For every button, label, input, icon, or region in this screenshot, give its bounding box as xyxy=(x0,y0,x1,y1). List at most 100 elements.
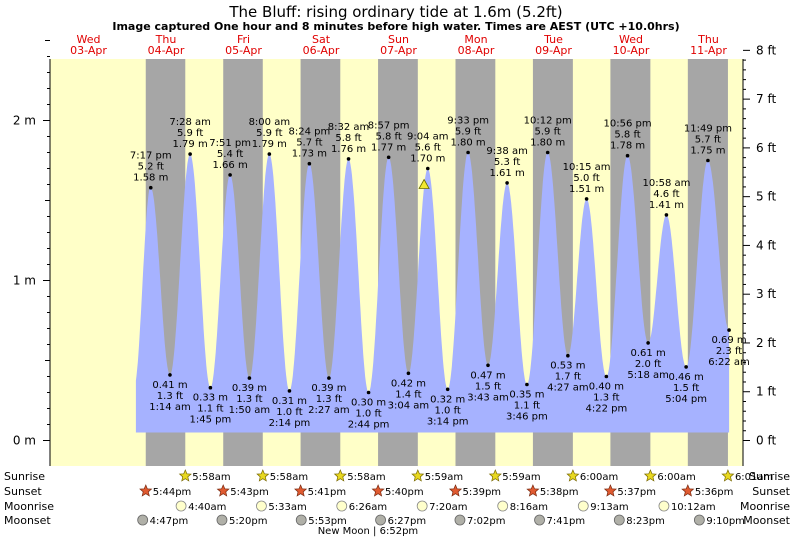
chart-subtitle: Image captured One hour and 8 minutes be… xyxy=(112,20,679,33)
sunrise-icon xyxy=(721,469,735,482)
right-axis: 0 ft 1 ft 2 ft 3 ft 4 ft 5 ft 6 ft 7 ft 8 ft xyxy=(742,43,776,466)
tide-metre-label: 1.76 m xyxy=(331,144,366,155)
tide-metre-label: 0.39 m xyxy=(232,383,267,394)
tide-point xyxy=(425,166,430,171)
tide-point xyxy=(706,158,710,163)
astro-row-label-right: Moonrise xyxy=(740,500,790,513)
right-axis-label: 5 ft xyxy=(756,190,776,204)
day-name-label: Wed xyxy=(619,33,643,46)
day-name-label: Sun xyxy=(388,33,409,46)
right-axis-label: 2 ft xyxy=(756,336,776,350)
tide-metre-label: 1.58 m xyxy=(133,173,168,184)
tide-feet-label: 1.3 ft xyxy=(316,394,342,405)
tide-feet-label: 5.8 ft xyxy=(614,130,640,141)
tide-feet-label: 5.8 ft xyxy=(375,131,401,142)
tide-metre-label: 0.35 m xyxy=(509,390,544,401)
tide-metre-label: 0.42 m xyxy=(391,378,426,389)
moonrise-icon xyxy=(416,500,428,512)
tide-markers xyxy=(148,150,731,395)
tide-metre-label: 0.69 m xyxy=(711,335,746,346)
tide-feet-label: 5.6 ft xyxy=(415,143,441,154)
moonset-icon xyxy=(534,514,545,526)
tide-point xyxy=(466,150,470,155)
sunrise-time: 6:00am xyxy=(657,472,695,483)
sunrise-time: 5:58am xyxy=(347,472,385,483)
current-level-marker xyxy=(418,178,430,189)
day-date-label: 03-Apr xyxy=(70,44,107,57)
sunset-time: 5:39pm xyxy=(462,487,501,498)
tide-time-label: 7:17 pm xyxy=(130,151,172,162)
tide-metre-label: 1.66 m xyxy=(213,160,248,171)
tide-feet-label: 1.5 ft xyxy=(673,383,699,394)
tide-point xyxy=(684,365,688,369)
tide-time-label: 2:44 pm xyxy=(348,420,390,431)
tide-metre-label: 1.51 m xyxy=(569,184,604,195)
moonrise-time: 7:20am xyxy=(429,502,467,513)
tide-time-label: 8:32 am xyxy=(328,122,370,133)
moonset-time: 5:20pm xyxy=(229,516,268,527)
moon-phase-label: New Moon | 6:52pm xyxy=(318,526,418,537)
sunset-time: 5:43pm xyxy=(230,487,269,498)
tide-time-label: 8:00 am xyxy=(249,117,291,128)
moonset-time: 6:27pm xyxy=(388,516,427,527)
moonrise-icon xyxy=(577,500,589,512)
tide-time-label: 10:12 pm xyxy=(524,116,572,127)
tide-metre-label: 0.32 m xyxy=(430,394,465,405)
tide-feet-label: 1.3 ft xyxy=(157,391,183,402)
tide-time-label: 5:04 pm xyxy=(665,394,707,405)
tide-metre-label: 0.31 m xyxy=(272,396,307,407)
sunset-icon xyxy=(448,484,463,497)
day-date-label: 05-Apr xyxy=(225,44,262,57)
right-axis-label: 7 ft xyxy=(756,92,776,106)
moonset-icon xyxy=(295,514,307,526)
tide-point xyxy=(406,371,411,376)
day-name-label: Tue xyxy=(543,33,563,46)
tide-metre-label: 0.33 m xyxy=(193,393,228,404)
moonset-icon xyxy=(693,514,705,526)
sunset-icon xyxy=(371,484,385,497)
tide-point xyxy=(566,353,570,358)
tide-point xyxy=(287,389,292,393)
tide-feet-label: 1.0 ft xyxy=(435,405,461,416)
day-date-label: 04-Apr xyxy=(148,44,185,57)
day-date-label: 06-Apr xyxy=(303,44,340,57)
day-date-label: 08-Apr xyxy=(458,44,495,57)
sunrise-time: 5:59am xyxy=(425,472,463,483)
tide-point xyxy=(646,341,650,345)
astro-row-label-left: Moonrise xyxy=(4,500,54,513)
astro-row-label-right: Moonset xyxy=(743,514,790,527)
day-date-label: 11-Apr xyxy=(690,44,727,57)
sunset-time: 5:40pm xyxy=(385,487,424,498)
tide-time-label: 9:04 am xyxy=(407,132,449,143)
moonrise-icon xyxy=(256,500,267,512)
current-level-triangle xyxy=(418,178,430,189)
tide-feet-label: 1.3 ft xyxy=(593,393,619,404)
tide-point xyxy=(346,157,351,161)
tide-time-label: 2:14 pm xyxy=(269,418,311,429)
moonset-time: 4:47pm xyxy=(150,516,189,527)
tide-time-label: 10:58 am xyxy=(642,178,690,189)
tide-point xyxy=(208,385,213,390)
tide-feet-label: 5.7 ft xyxy=(695,135,721,146)
tide-metre-label: 1.75 m xyxy=(690,146,725,157)
sunrise-icon xyxy=(178,469,192,482)
day-date-label: 10-Apr xyxy=(613,44,650,57)
moonset-icon xyxy=(137,514,149,526)
sunset-time: 5:37pm xyxy=(617,487,656,498)
tide-feet-label: 5.4 ft xyxy=(217,149,243,160)
day-name-label: Fri xyxy=(237,33,250,46)
right-axis-label: 3 ft xyxy=(756,287,776,301)
sunset-icon xyxy=(526,484,540,497)
sunrise-time: 6:00am xyxy=(580,472,618,483)
moonrise-time: 9:13am xyxy=(590,502,628,513)
tide-time-label: 8:24 pm xyxy=(289,127,331,138)
tide-metre-label: 1.61 m xyxy=(490,168,525,179)
tide-time-label: 2:27 am xyxy=(308,405,350,416)
tide-metre-label: 0.61 m xyxy=(631,348,666,359)
tide-feet-label: 1.1 ft xyxy=(514,401,540,412)
day-date-label: 07-Apr xyxy=(380,44,417,57)
tide-feet-label: 5.9 ft xyxy=(455,127,481,138)
day-name-label: Sat xyxy=(312,33,331,46)
tide-time-label: 3:14 pm xyxy=(427,416,469,427)
